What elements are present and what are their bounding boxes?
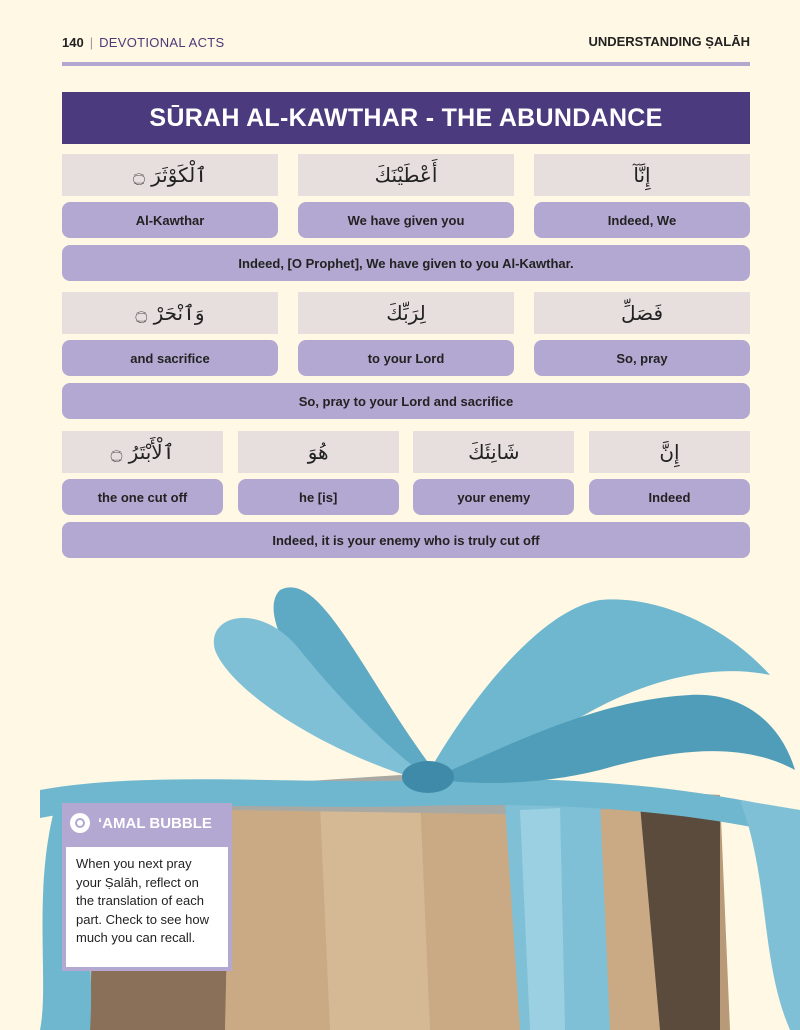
word-translation: We have given you <box>298 202 514 238</box>
verse-block-2: وَٱنْحَرْ ۝ لِرَبِّكَ فَصَلِّ and sacrif… <box>62 292 750 419</box>
header-divider: | <box>89 35 94 50</box>
arabic-word: وَٱنْحَرْ ۝ <box>62 292 278 334</box>
verse-translation: Indeed, [O Prophet], We have given to yo… <box>62 245 750 281</box>
verse-translation: Indeed, it is your enemy who is truly cu… <box>62 522 750 558</box>
ribbon-knot <box>402 761 454 793</box>
header-rule <box>62 62 750 66</box>
word-translation: he [is] <box>237 479 399 515</box>
arabic-word: ٱلْكَوْثَرَ ۝ <box>62 154 278 196</box>
chapter-label: UNDERSTANDING ṢALĀH <box>588 34 750 49</box>
ribbon-right-loop <box>430 599 770 780</box>
amal-bubble-text: When you next pray your Ṣalāh, reflect o… <box>66 847 228 967</box>
page-title: SŪRAH AL-KAWTHAR - THE ABUNDANCE <box>62 92 750 144</box>
ribbon-vertical-highlight <box>520 808 565 1030</box>
verse-block-1: ٱلْكَوْثَرَ ۝ أَعْطَيْنَكَ إِنَّآ Al-Kaw… <box>62 154 750 281</box>
arabic-row: ٱلْأَبْتَرُ ۝ هُوَ شَانِئَكَ إِنَّ <box>62 431 750 473</box>
ribbon-horizontal <box>40 778 790 835</box>
amal-bubble-header: ‘AMAL BUBBLE <box>62 803 232 843</box>
english-row: and sacrifice to your Lord So, pray <box>62 340 750 376</box>
arabic-word: هُوَ <box>237 431 399 473</box>
ribbon-tail-right <box>740 800 800 1030</box>
amal-bubble-heading: ‘AMAL BUBBLE <box>98 814 212 832</box>
gift-box-highlight <box>320 795 430 1030</box>
arabic-word: شَانِئَكَ <box>413 431 575 473</box>
word-translation: So, pray <box>534 340 750 376</box>
arabic-row: ٱلْكَوْثَرَ ۝ أَعْطَيْنَكَ إِنَّآ <box>62 154 750 196</box>
arabic-row: وَٱنْحَرْ ۝ لِرَبِّكَ فَصَلِّ <box>62 292 750 334</box>
page-number: 140 <box>62 35 84 50</box>
arabic-word: إِنَّآ <box>534 154 750 196</box>
arabic-word: فَصَلِّ <box>534 292 750 334</box>
running-header: 140 | DEVOTIONAL ACTS UNDERSTANDING ṢALĀH <box>62 34 750 58</box>
arabic-word: لِرَبِّكَ <box>298 292 514 334</box>
word-translation: Indeed, We <box>534 202 750 238</box>
ribbon-left-loop-inner <box>213 617 425 780</box>
ribbon-right-loop-inner <box>440 694 795 783</box>
word-translation: to your Lord <box>298 340 514 376</box>
english-row: Al-Kawthar We have given you Indeed, We <box>62 202 750 238</box>
word-translation: your enemy <box>413 479 575 515</box>
verse-translation: So, pray to your Lord and sacrifice <box>62 383 750 419</box>
word-translation: the one cut off <box>62 479 223 515</box>
amal-bubble-callout: ‘AMAL BUBBLE When you next pray your Ṣal… <box>62 803 232 971</box>
word-translation: Al-Kawthar <box>62 202 278 238</box>
arabic-word: أَعْطَيْنَكَ <box>298 154 514 196</box>
bubble-icon <box>70 813 90 833</box>
gift-box-shadow <box>640 805 720 1030</box>
arabic-word: إِنَّ <box>588 431 750 473</box>
gift-box-illustration <box>40 587 800 1030</box>
verse-block-3: ٱلْأَبْتَرُ ۝ هُوَ شَانِئَكَ إِنَّ the o… <box>62 431 750 558</box>
word-translation: Indeed <box>588 479 750 515</box>
ribbon-left-loop <box>273 587 430 780</box>
english-row: the one cut off he [is] your enemy Indee… <box>62 479 750 515</box>
word-translation: and sacrifice <box>62 340 278 376</box>
arabic-word: ٱلْأَبْتَرُ ۝ <box>62 431 223 473</box>
section-label: DEVOTIONAL ACTS <box>99 35 225 50</box>
